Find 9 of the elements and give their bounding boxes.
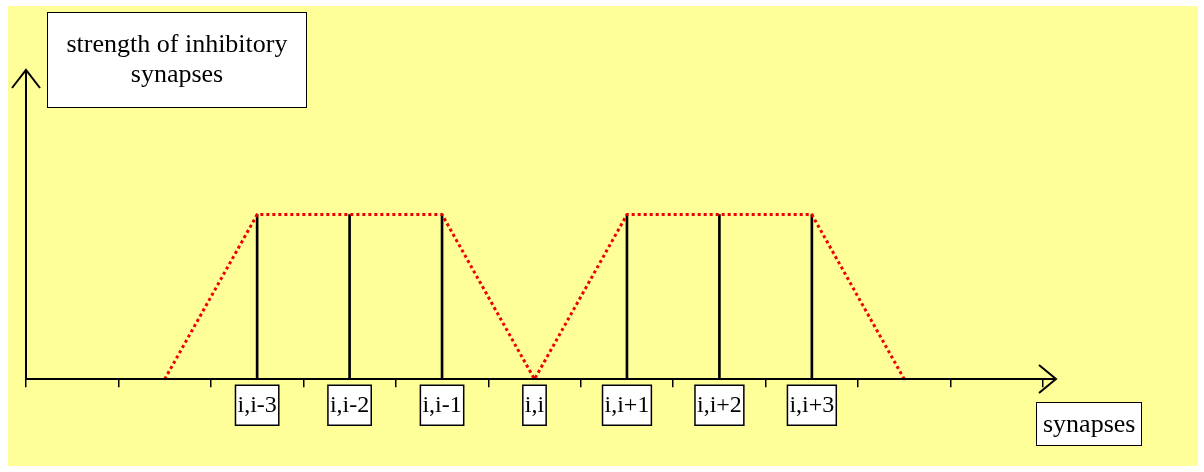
x-tick-label: i,i-3 [237,390,277,417]
x-tick-label: i,i [524,390,545,417]
x-tick-label: i,i-2 [329,390,370,417]
y-axis-title: strength of inhibitory synapses [47,12,307,108]
x-tick-label: i,i-1 [422,390,462,417]
x-tick-label: i,i+1 [604,390,650,417]
x-tick-label: i,i+2 [696,390,742,417]
x-axis-title: synapses [1036,402,1143,446]
x-tick-label: i,i+3 [789,390,835,417]
